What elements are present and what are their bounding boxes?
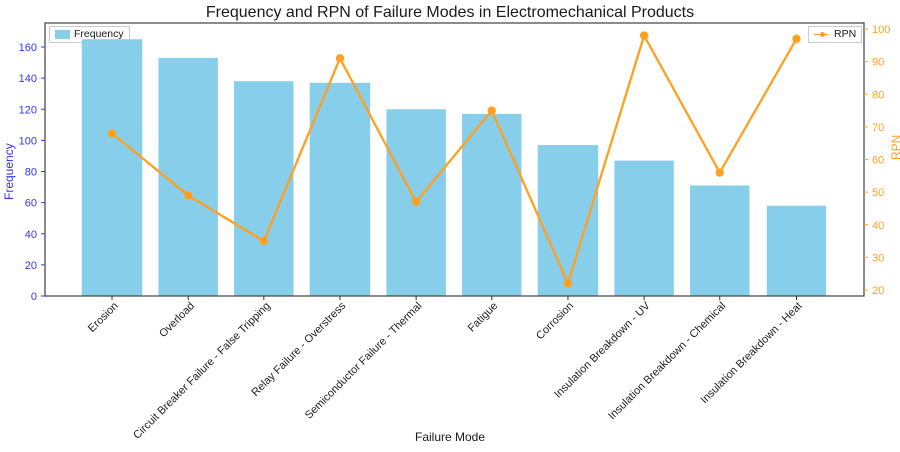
svg-text:90: 90 — [872, 57, 884, 69]
svg-text:30: 30 — [872, 252, 884, 264]
svg-text:140: 140 — [19, 73, 37, 85]
svg-text:80: 80 — [872, 89, 884, 101]
svg-text:50: 50 — [872, 187, 884, 199]
svg-text:120: 120 — [19, 104, 37, 116]
svg-text:40: 40 — [872, 220, 884, 232]
svg-text:60: 60 — [872, 155, 884, 167]
svg-text:20: 20 — [25, 260, 37, 272]
svg-text:160: 160 — [19, 42, 37, 54]
svg-text:20: 20 — [872, 285, 884, 297]
svg-text:0: 0 — [31, 291, 37, 303]
svg-text:100: 100 — [19, 135, 37, 147]
svg-text:80: 80 — [25, 167, 37, 179]
svg-text:100: 100 — [872, 24, 890, 36]
svg-text:40: 40 — [25, 229, 37, 241]
svg-text:60: 60 — [25, 198, 37, 210]
svg-text:70: 70 — [872, 122, 884, 134]
